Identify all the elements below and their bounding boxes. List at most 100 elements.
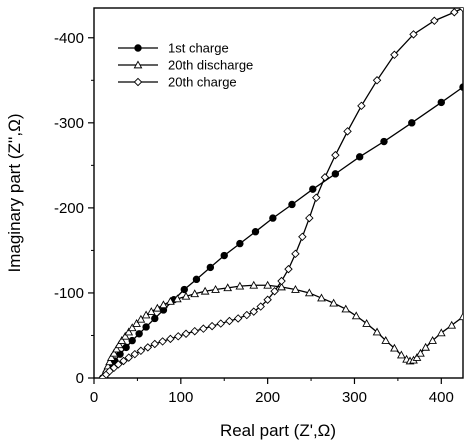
data-point-20th-discharge [190, 289, 200, 298]
data-point-20th-charge [114, 360, 123, 369]
data-point-20th-discharge [458, 312, 463, 321]
data-point-20th-discharge [106, 353, 116, 361]
data-point-1st-charge [142, 323, 150, 331]
series-20th-discharge [100, 280, 463, 378]
data-point-20th-discharge [329, 298, 338, 307]
data-point-20th-charge [409, 30, 418, 39]
data-point-20th-discharge [396, 350, 406, 359]
data-point-20th-charge [207, 321, 217, 331]
series-layer [98, 8, 463, 378]
data-point-1st-charge [269, 214, 277, 222]
data-point-1st-charge [288, 200, 296, 209]
data-point-20th-discharge [317, 293, 326, 302]
y-axis-title: Imaginary part (Z'',Ω) [5, 113, 24, 272]
data-point-20th-discharge [172, 294, 182, 303]
x-axis-title: Real part (Z',Ω) [220, 421, 336, 440]
y-axis-ticks: 0 -100 -200 -300 -400 [54, 30, 94, 387]
legend-label-20th-charge: 20th charge [168, 75, 237, 90]
data-point-20th-discharge [127, 323, 137, 332]
data-point-20th-discharge [351, 311, 361, 320]
data-point-20th-discharge [341, 304, 351, 313]
data-point-1st-charge [355, 153, 364, 161]
data-point-20th-discharge [263, 280, 273, 289]
data-point-1st-charge [151, 314, 159, 323]
data-point-20th-discharge [112, 344, 121, 353]
y-tick-label: -300 [54, 115, 84, 132]
data-point-1st-charge [220, 251, 228, 260]
data-point-20th-charge [390, 50, 399, 60]
x-axis-ticks: 0 100 200 300 400 [90, 378, 454, 406]
data-point-1st-charge [408, 119, 416, 127]
data-point-20th-charge [298, 232, 307, 242]
data-point-20th-discharge [117, 336, 127, 344]
data-point-20th-charge [305, 213, 314, 223]
data-point-20th-charge [242, 310, 252, 320]
data-point-1st-charge [437, 98, 445, 107]
data-point-20th-charge [312, 193, 321, 202]
data-point-20th-discharge [421, 342, 431, 351]
data-point-20th-charge [158, 337, 167, 346]
data-point-20th-discharge [291, 285, 300, 293]
data-point-20th-charge [343, 127, 352, 136]
data-point-20th-discharge [136, 314, 146, 323]
data-point-20th-discharge [304, 288, 314, 297]
y-tick-label: -100 [54, 285, 84, 302]
y-tick-label: -400 [54, 30, 84, 47]
data-point-20th-charge [225, 316, 234, 326]
series-1st-charge [98, 83, 463, 378]
data-point-1st-charge [331, 170, 340, 178]
data-point-20th-charge [458, 8, 463, 13]
data-point-20th-charge [173, 332, 183, 341]
series-line-1st-charge [102, 86, 463, 378]
data-point-20th-charge [277, 276, 286, 286]
data-point-1st-charge [206, 263, 215, 272]
legend-marker-20th-charge [133, 77, 143, 87]
data-point-20th-discharge [390, 343, 399, 352]
data-point-20th-discharge [105, 357, 114, 366]
legend: 1st charge 20th discharge 20th charge [118, 41, 253, 90]
data-point-20th-discharge [159, 300, 168, 309]
data-point-20th-discharge [146, 307, 156, 315]
data-point-1st-charge [128, 336, 136, 345]
x-tick-label: 0 [90, 389, 98, 406]
data-point-20th-charge [320, 173, 330, 182]
data-point-1st-charge [180, 285, 188, 294]
data-point-20th-charge [124, 353, 133, 362]
data-point-20th-charge [143, 343, 153, 352]
data-point-20th-charge [430, 16, 439, 25]
data-point-1st-charge [122, 343, 130, 352]
data-point-20th-charge [249, 307, 258, 316]
data-point-20th-discharge [381, 336, 391, 344]
data-point-20th-charge [150, 339, 160, 349]
data-point-1st-charge [192, 275, 201, 284]
data-point-20th-charge [216, 319, 225, 328]
legend-marker-1st-charge [134, 44, 142, 52]
data-point-1st-charge [135, 330, 143, 338]
data-point-1st-charge [309, 185, 317, 193]
data-point-20th-discharge [200, 286, 210, 295]
data-point-1st-charge [380, 137, 388, 146]
data-point-20th-charge [119, 356, 128, 366]
data-point-20th-charge [136, 346, 146, 356]
data-point-20th-discharge [277, 282, 286, 291]
data-point-20th-discharge [362, 319, 371, 327]
data-point-20th-discharge [132, 319, 141, 327]
data-point-1st-charge [251, 228, 260, 236]
data-point-20th-discharge [109, 348, 119, 357]
data-point-1st-charge [459, 83, 463, 91]
data-point-20th-discharge [416, 348, 425, 357]
data-point-1st-charge [236, 239, 244, 248]
data-point-20th-discharge [249, 280, 259, 289]
data-point-20th-discharge [124, 327, 134, 336]
data-point-20th-charge [190, 326, 199, 336]
data-point-20th-charge [331, 150, 340, 160]
data-point-20th-discharge [412, 353, 422, 361]
data-point-20th-discharge [428, 336, 437, 344]
data-point-20th-charge [181, 329, 191, 339]
data-point-20th-discharge [372, 327, 382, 336]
data-point-20th-charge [130, 349, 140, 359]
y-tick-label: 0 [76, 370, 84, 387]
legend-marker-20th-discharge [133, 60, 143, 69]
data-point-20th-discharge [153, 303, 162, 312]
